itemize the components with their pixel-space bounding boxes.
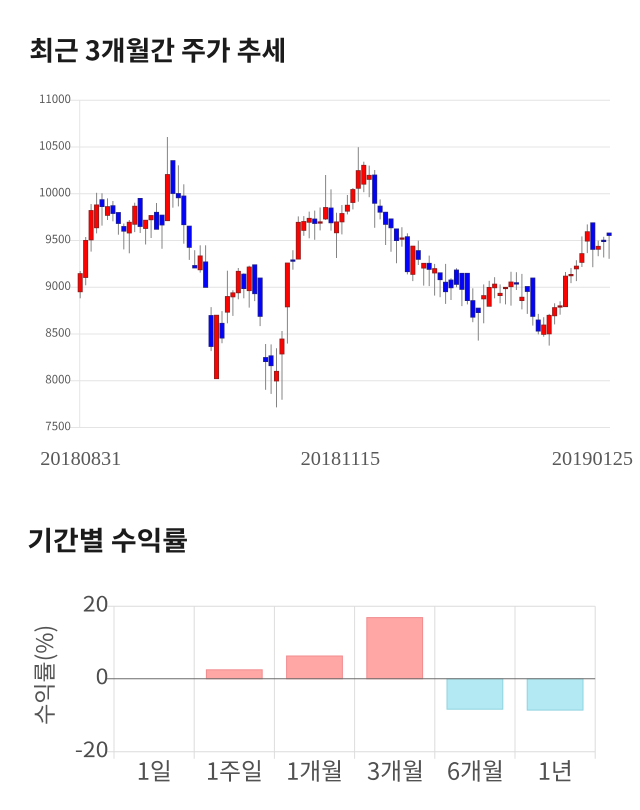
svg-text:20180831: 20180831 <box>40 448 121 470</box>
svg-text:20190125: 20190125 <box>552 448 633 470</box>
svg-text:20181115: 20181115 <box>301 448 381 470</box>
